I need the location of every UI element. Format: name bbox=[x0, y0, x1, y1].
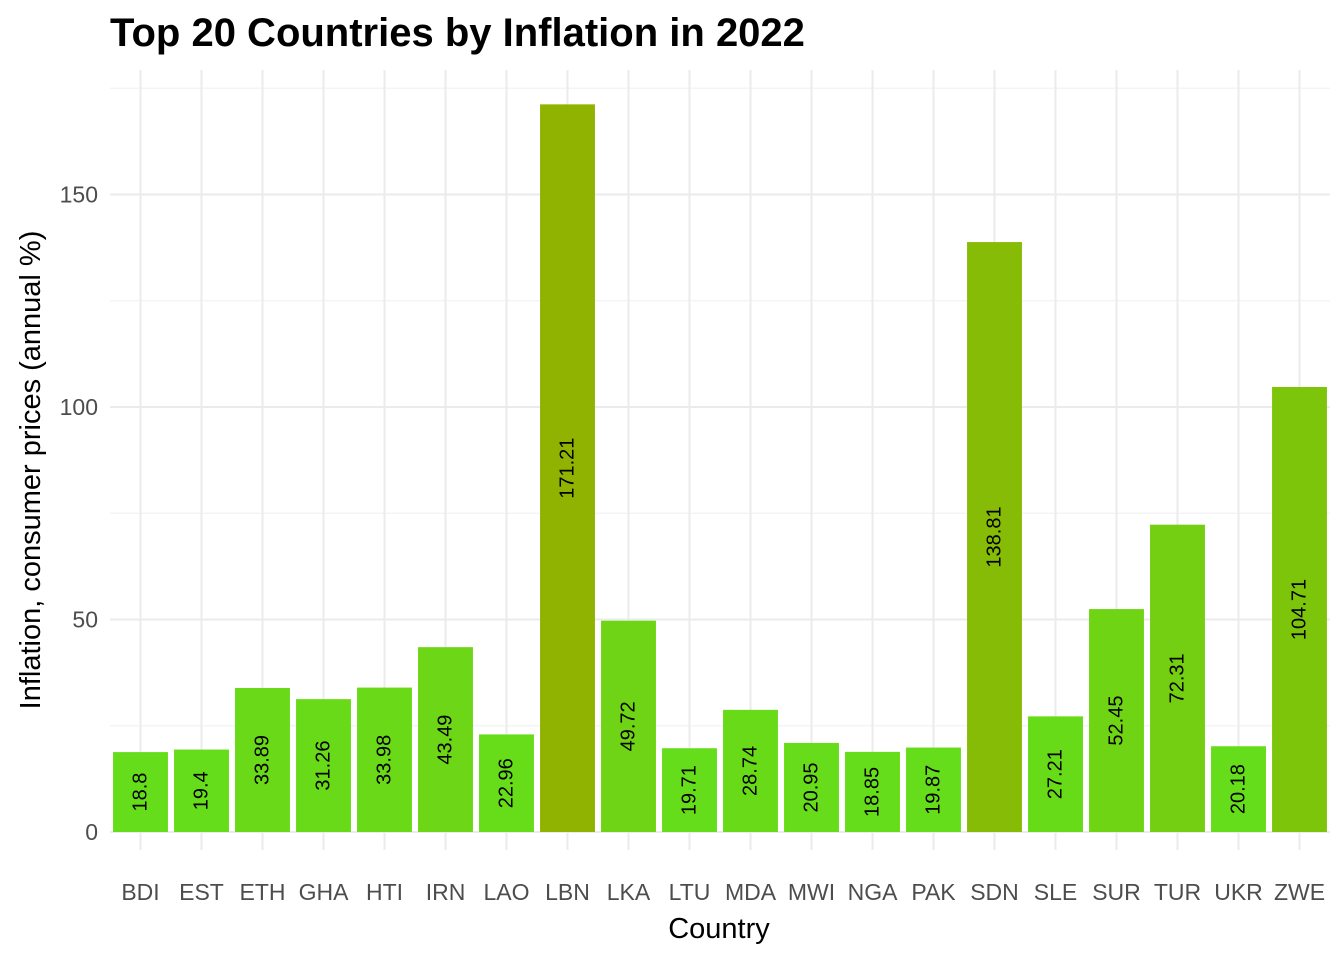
data-label-mwi: 20.95 bbox=[801, 762, 823, 812]
data-label-lka: 49.72 bbox=[618, 701, 640, 751]
x-tick-label-zwe: ZWE bbox=[1274, 879, 1325, 905]
bar-est bbox=[174, 749, 229, 832]
data-label-ukr: 20.18 bbox=[1228, 764, 1250, 814]
x-tick-label-hti: HTI bbox=[366, 879, 403, 905]
x-axis-ticks: BDI EST ETH GHA HTI IRN LAO LBN LKA LTU MDA MWI NGA P… bbox=[121, 879, 1325, 905]
x-tick-label-sur: SUR bbox=[1092, 879, 1141, 905]
data-label-zwe: 104.71 bbox=[1289, 579, 1311, 640]
bars-group bbox=[113, 104, 1327, 833]
data-label-est: 19.4 bbox=[191, 771, 213, 810]
x-tick-label-eth: ETH bbox=[240, 879, 286, 905]
data-label-sdn: 138.81 bbox=[984, 506, 1006, 567]
bar-pak bbox=[906, 747, 961, 832]
bar-mwi bbox=[784, 742, 839, 832]
bar-gha bbox=[296, 699, 351, 832]
data-label-eth: 33.89 bbox=[252, 735, 274, 785]
bar-hti bbox=[357, 687, 412, 832]
x-tick-label-irn: IRN bbox=[426, 879, 466, 905]
data-label-lao: 22.96 bbox=[496, 758, 518, 808]
x-tick-label-mda: MDA bbox=[725, 879, 777, 905]
data-label-tur: 72.31 bbox=[1167, 653, 1189, 703]
x-tick-label-pak: PAK bbox=[911, 879, 956, 905]
data-label-lbn: 171.21 bbox=[557, 438, 579, 499]
bar-ltu bbox=[662, 748, 717, 832]
data-label-ltu: 19.71 bbox=[679, 765, 701, 815]
x-tick-label-tur: TUR bbox=[1154, 879, 1201, 905]
x-tick-label-nga: NGA bbox=[848, 879, 899, 905]
x-tick-label-ukr: UKR bbox=[1214, 879, 1263, 905]
y-tick-label: 50 bbox=[72, 607, 98, 633]
y-tick-label: 150 bbox=[60, 182, 98, 208]
x-tick-label-est: EST bbox=[179, 879, 224, 905]
x-tick-label-lka: LKA bbox=[607, 879, 651, 905]
bar-sle bbox=[1028, 716, 1083, 832]
data-labels-group: 18.8 19.4 33.89 31.26 33.98 43.49 22.96 171.21 4… bbox=[130, 438, 1311, 817]
y-axis-ticks: 0 50 100 150 bbox=[60, 182, 98, 846]
data-label-nga: 18.85 bbox=[862, 767, 884, 817]
bar-lka bbox=[601, 620, 656, 832]
bar-ukr bbox=[1211, 746, 1266, 832]
bar-tur bbox=[1150, 524, 1205, 832]
bar-lbn bbox=[540, 104, 595, 833]
y-tick-label: 100 bbox=[60, 394, 98, 420]
bar-sdn bbox=[967, 242, 1022, 832]
x-tick-label-sle: SLE bbox=[1034, 879, 1077, 905]
x-tick-label-sdn: SDN bbox=[970, 879, 1019, 905]
bar-mda bbox=[723, 709, 778, 832]
data-label-irn: 43.49 bbox=[435, 715, 457, 765]
x-axis-title: Country bbox=[668, 913, 770, 945]
bar-lao bbox=[479, 734, 534, 832]
x-tick-label-mwi: MWI bbox=[788, 879, 835, 905]
x-tick-label-lao: LAO bbox=[483, 879, 529, 905]
bar-irn bbox=[418, 647, 473, 832]
x-tick-label-bdi: BDI bbox=[121, 879, 159, 905]
x-tick-label-lbn: LBN bbox=[545, 879, 590, 905]
bar-eth bbox=[235, 687, 290, 832]
bar-zwe bbox=[1272, 386, 1327, 832]
bar-sur bbox=[1089, 609, 1144, 832]
y-tick-label: 0 bbox=[85, 819, 98, 845]
grid-lines bbox=[110, 70, 1330, 850]
y-axis-title: Inflation, consumer prices (annual %) bbox=[15, 231, 47, 710]
data-label-hti: 33.98 bbox=[374, 735, 396, 785]
chart-title: Top 20 Countries by Inflation in 2022 bbox=[110, 11, 805, 55]
data-label-gha: 31.26 bbox=[313, 741, 335, 791]
bar-nga bbox=[845, 751, 900, 832]
x-tick-label-ltu: LTU bbox=[669, 879, 711, 905]
data-label-mda: 28.74 bbox=[740, 746, 762, 796]
bar-bdi bbox=[113, 752, 168, 832]
x-tick-label-gha: GHA bbox=[299, 879, 350, 905]
data-label-sle: 27.21 bbox=[1045, 749, 1067, 799]
data-label-sur: 52.45 bbox=[1106, 696, 1128, 746]
data-label-bdi: 18.8 bbox=[130, 773, 152, 812]
data-label-pak: 19.87 bbox=[923, 765, 945, 815]
